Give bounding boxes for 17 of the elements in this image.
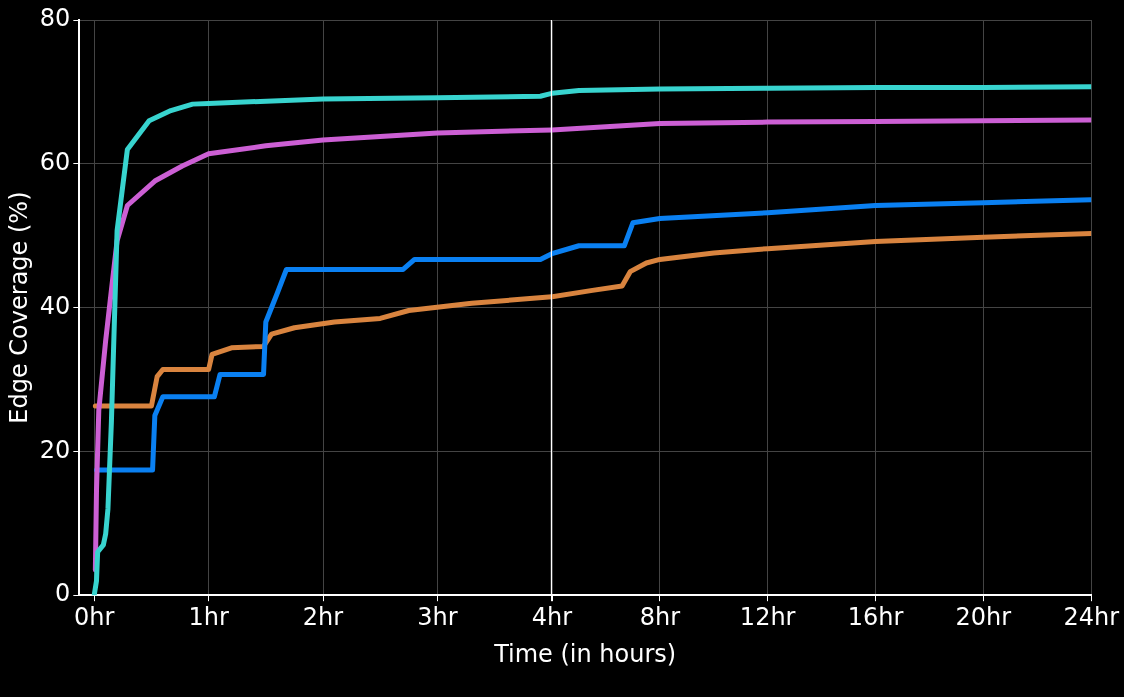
y-axis-title: Edge Coverage (%) xyxy=(4,191,33,424)
x-tick-label: 8hr xyxy=(639,602,680,631)
x-tick-label: 2hr xyxy=(302,602,344,631)
y-tick-label: 80 xyxy=(39,4,71,33)
y-tick-label: 40 xyxy=(39,291,71,320)
x-tick-label: 3hr xyxy=(417,602,458,631)
x-tick-label: 20hr xyxy=(955,602,1012,631)
x-tick-label: 16hr xyxy=(847,602,904,631)
x-axis-title: Time (in hours) xyxy=(494,640,677,668)
x-tick-label: 12hr xyxy=(739,602,796,631)
x-tick-label: 24hr xyxy=(1063,602,1119,631)
x-tick-label: 0hr xyxy=(74,602,115,631)
x-tick-label: 4hr xyxy=(531,602,573,631)
y-tick-label: 60 xyxy=(39,148,71,177)
y-tick-label: 20 xyxy=(39,435,71,464)
y-tick-label: 0 xyxy=(55,579,71,608)
x-tick-label: 1hr xyxy=(188,602,229,631)
